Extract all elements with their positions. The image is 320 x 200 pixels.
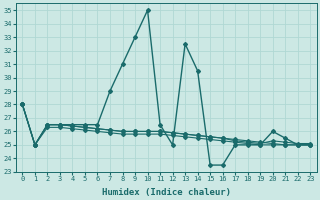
X-axis label: Humidex (Indice chaleur): Humidex (Indice chaleur) — [102, 188, 231, 197]
